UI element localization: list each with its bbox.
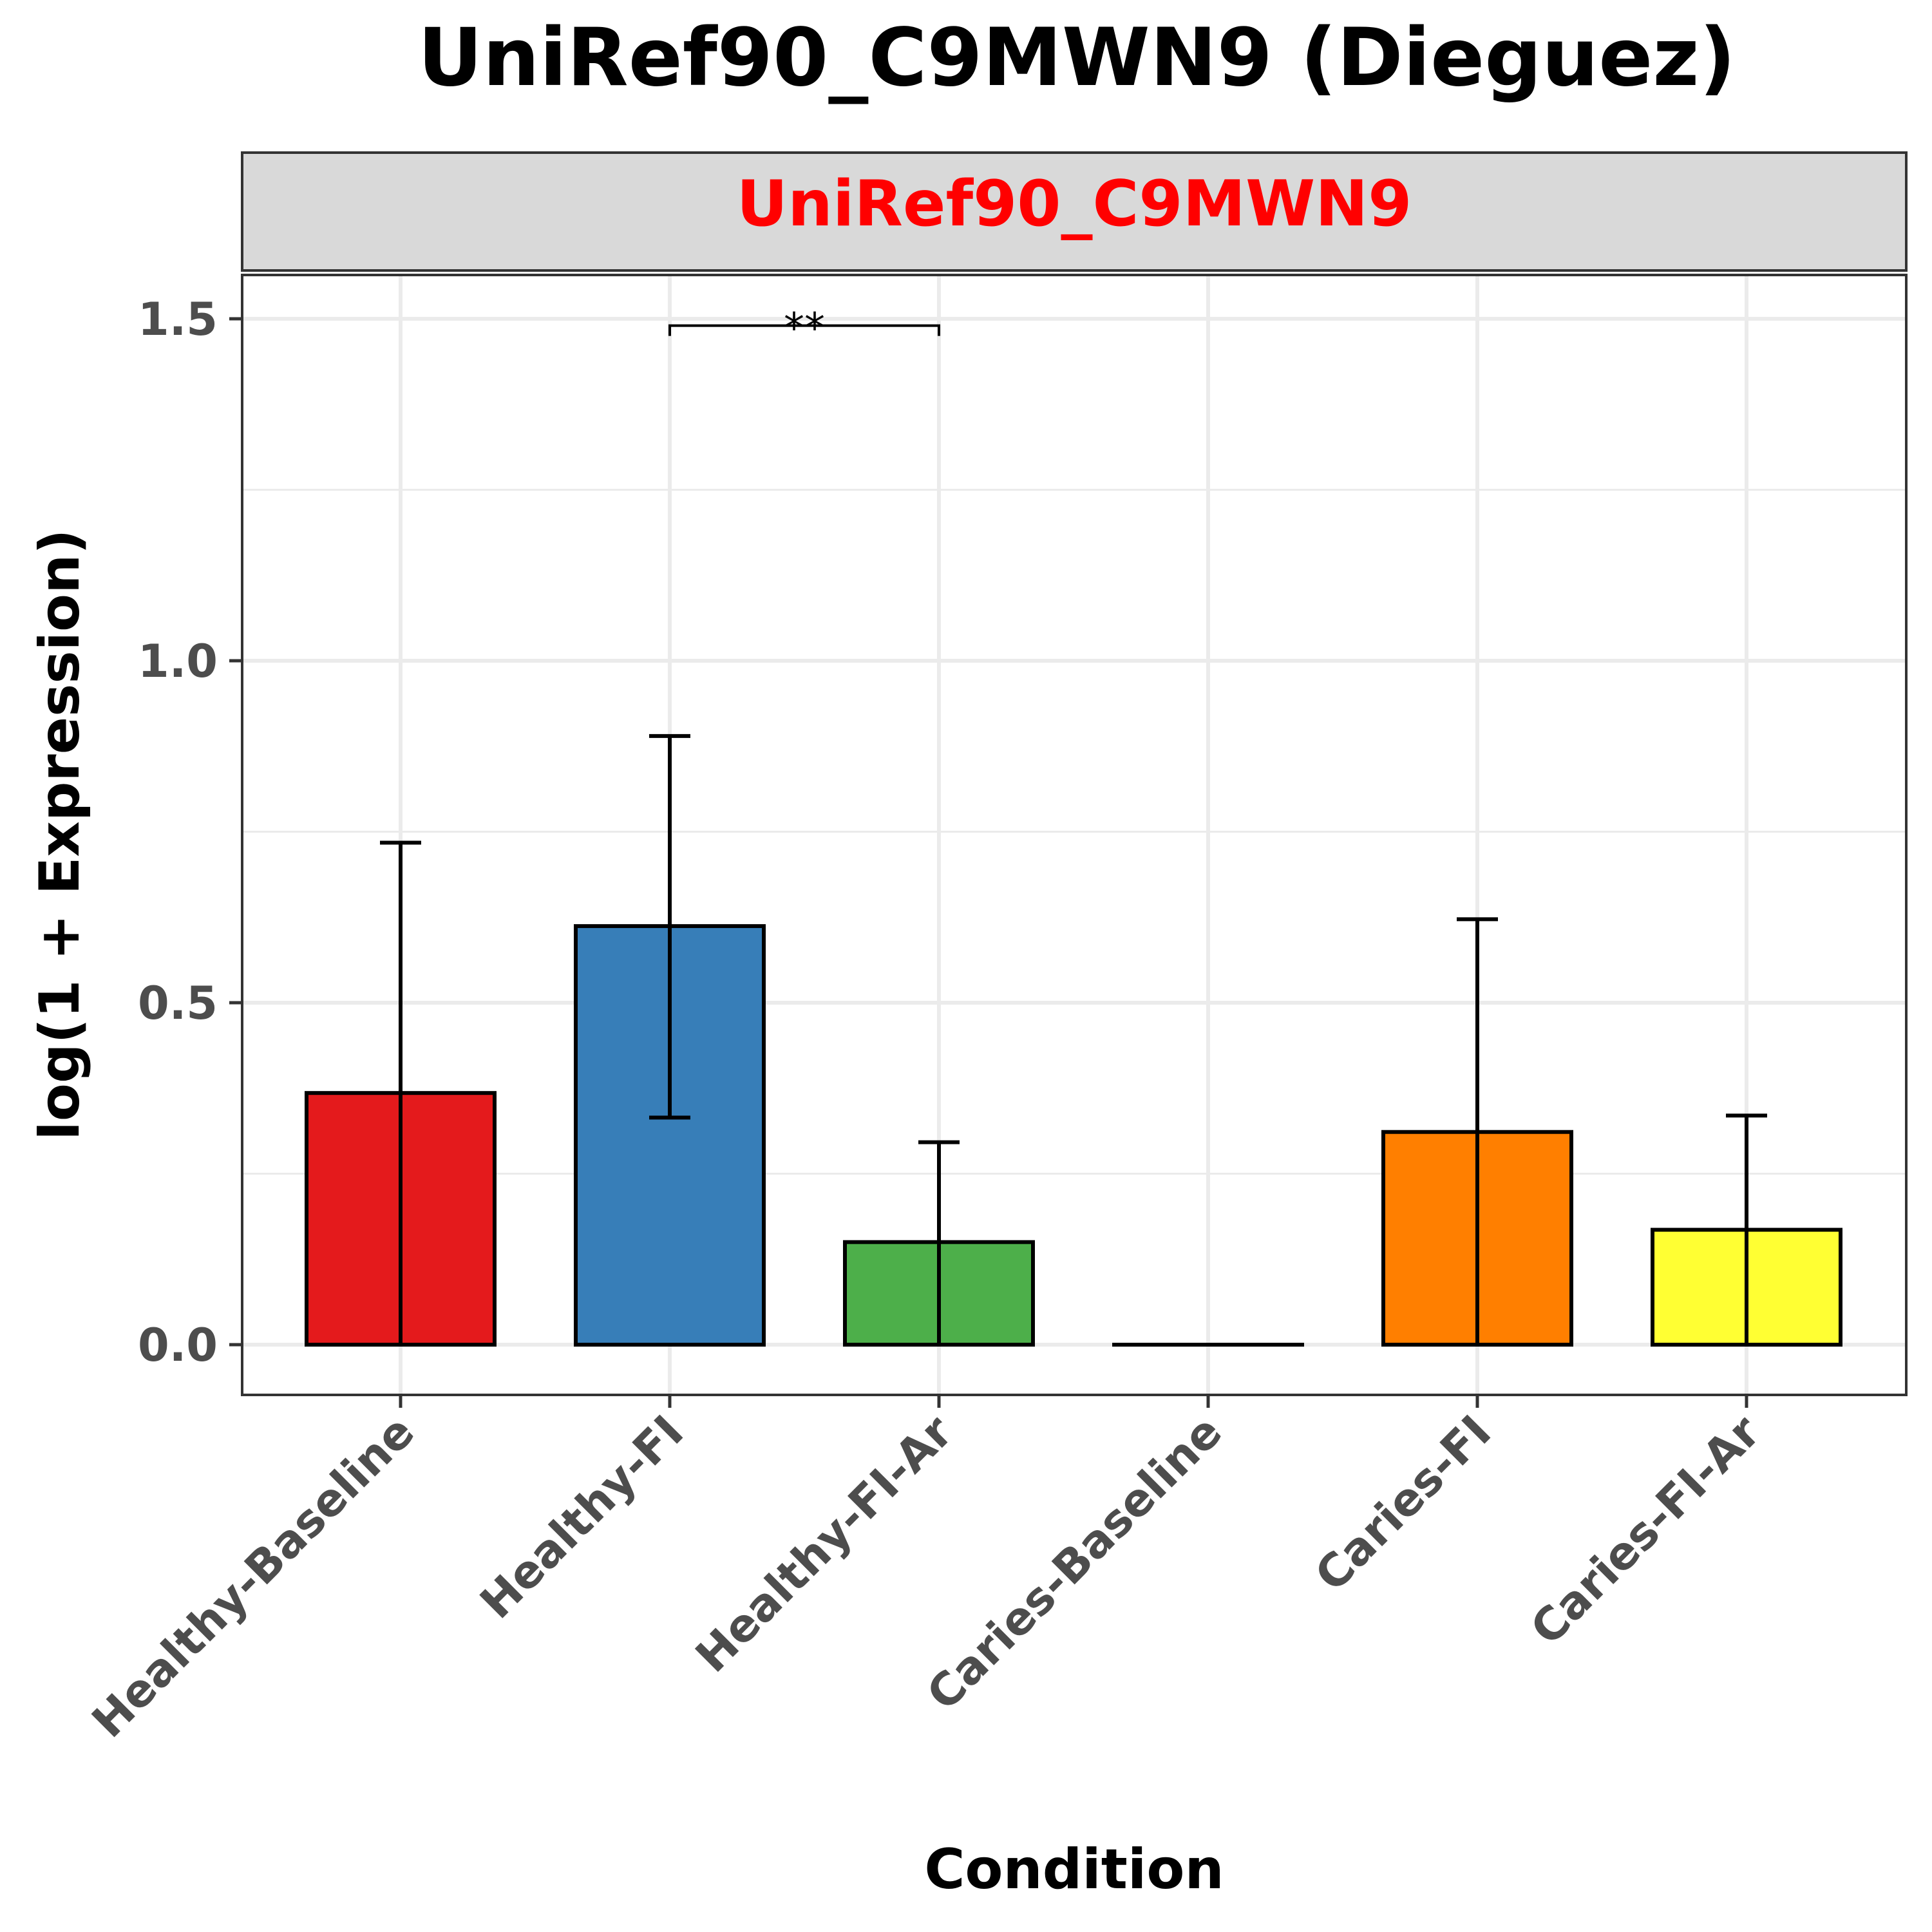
x-axis-label: Condition xyxy=(924,1837,1224,1902)
significance-annotations: ** xyxy=(668,305,940,353)
y-axis-label: log(1 + Expression) xyxy=(28,529,92,1140)
x-tick-label: Caries-FI-Ar xyxy=(1520,1405,1770,1655)
error-bar-healthy-fi xyxy=(649,734,690,1120)
x-tick-label: Healthy-FI xyxy=(470,1405,694,1629)
significance-bracket: ** xyxy=(668,305,940,353)
error-bar-healthy-fi-ar xyxy=(918,1140,960,1347)
y-tick-label: 1.0 xyxy=(138,635,218,688)
bar-healthy-fi xyxy=(574,924,766,1347)
facet-label: UniRef90_C9MWN9 xyxy=(737,167,1412,241)
y-tick-label: 1.5 xyxy=(138,293,218,346)
error-bars xyxy=(380,734,1767,1347)
error-bar-caries-fi-ar xyxy=(1726,1113,1767,1347)
x-tick-label: Healthy-FI-Ar xyxy=(685,1405,963,1683)
plot-panel xyxy=(242,275,1906,1395)
y-tick-label: 0.5 xyxy=(138,977,218,1030)
significance-label: ** xyxy=(784,305,825,353)
x-tick-label: Healthy-Baseline xyxy=(82,1405,424,1748)
gridlines xyxy=(242,275,1906,1395)
plot-border xyxy=(241,274,1908,1396)
facet-strip xyxy=(241,151,1908,272)
error-bar-healthy-baseline xyxy=(380,840,421,1347)
chart-title: UniRef90_C9MWN9 (Dieguez) xyxy=(418,12,1736,104)
y-tick-label: 0.0 xyxy=(138,1319,218,1372)
y-axis: 0.0 0.5 1.0 1.5 xyxy=(138,293,242,1372)
x-axis: Healthy-Baseline Healthy-FIHealthy-FI-ArC… xyxy=(82,1395,1770,1748)
x-tick-label: Caries-Baseline xyxy=(916,1405,1232,1721)
error-bar-caries-fi xyxy=(1457,917,1498,1347)
x-tick-label: Caries-FI xyxy=(1305,1405,1501,1602)
